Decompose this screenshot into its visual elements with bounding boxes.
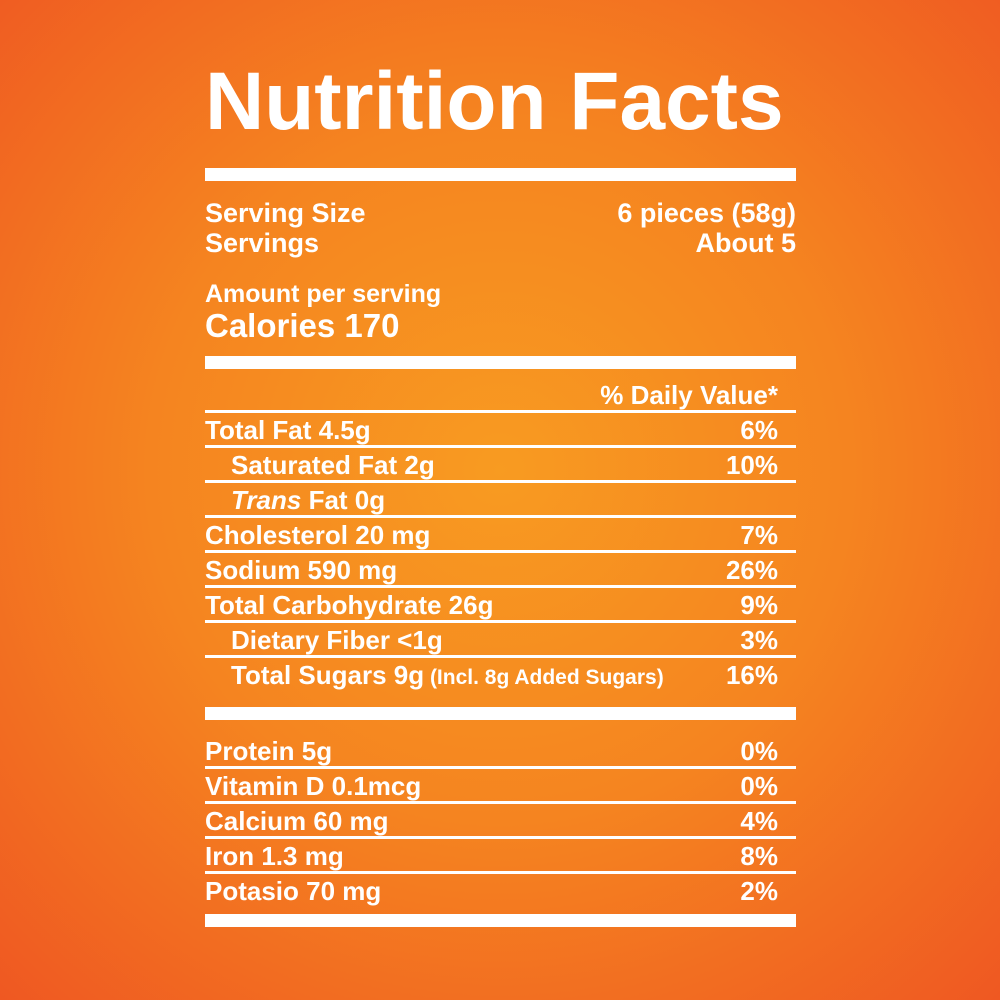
serving-section: Serving Size 6 pieces (58g) Servings About …: [205, 198, 796, 258]
amount-per-serving-label: Amount per serving: [205, 280, 442, 308]
serving-row: Serving Size 6 pieces (58g): [205, 198, 796, 228]
nutrient-row: Total Carbohydrate 26g 9%: [205, 588, 796, 623]
micronutrient-table: Protein 5g 0% Vitamin D 0.1mcg 0% Calcium 60…: [205, 734, 796, 906]
nutrient-daily-value: 7%: [740, 520, 778, 550]
nutrient-row: Vitamin D 0.1mcg 0%: [205, 769, 796, 804]
nutrient-daily-value: 8%: [740, 841, 778, 871]
nutrient-name: Total Fat 4.5g: [205, 415, 371, 445]
thick-divider-top: [205, 168, 796, 181]
nutrient-daily-value: 10%: [725, 450, 778, 480]
nutrient-daily-value: 2%: [740, 876, 778, 906]
nutrient-name: Vitamin D 0.1mcg: [205, 771, 422, 801]
daily-value-header: % Daily Value*: [600, 380, 778, 410]
nutrient-name: Dietary Fiber <1g: [231, 625, 443, 655]
nutrient-name: Protein 5g: [205, 736, 333, 766]
nutrient-name: Iron 1.3 mg: [205, 841, 344, 871]
nutrient-row: Saturated Fat 2g 10%: [205, 448, 796, 483]
nutrient-daily-value: 3%: [740, 625, 778, 655]
thick-divider-calories: [205, 356, 796, 369]
nutrient-name: Calcium 60 mg: [205, 806, 389, 836]
serving-row-label: Serving Size: [205, 198, 366, 228]
nutrient-daily-value: 0%: [740, 736, 778, 766]
nutrient-daily-value: 4%: [740, 806, 778, 836]
nutrient-name: Total Carbohydrate 26g: [205, 590, 494, 620]
nutrient-row: Potasio 70 mg 2%: [205, 874, 796, 906]
nutrient-row: Protein 5g 0%: [205, 734, 796, 769]
nutrient-name: Sodium 590 mg: [205, 555, 398, 585]
serving-row-value: About 5: [695, 228, 797, 258]
nutrient-name: Cholesterol 20 mg: [205, 520, 431, 550]
nutrient-row: Sodium 590 mg 26%: [205, 553, 796, 588]
serving-row: Servings About 5: [205, 228, 796, 258]
nutrient-note: (Incl. 8g Added Sugars): [424, 666, 664, 689]
nutrient-daily-value: 0%: [740, 771, 778, 801]
nutrient-name: Trans Fat 0g: [231, 485, 386, 515]
daily-value-header-row: % Daily Value*: [205, 380, 796, 413]
nutrient-name: Saturated Fat 2g: [231, 450, 435, 480]
thick-divider-middle: [205, 707, 796, 720]
nutrient-daily-value: 26%: [725, 555, 778, 585]
nutrition-facts-label: Nutrition Facts Serving Size 6 pieces (58…: [205, 0, 796, 927]
nutrient-row: Total Fat 4.5g 6%: [205, 413, 796, 448]
serving-row-value: 6 pieces (58g): [617, 198, 796, 228]
calories-value: Calories 170: [205, 307, 400, 344]
nutrient-daily-value: 6%: [740, 415, 778, 445]
nutrient-row: Cholesterol 20 mg 7%: [205, 518, 796, 553]
thick-divider-bottom: [205, 914, 796, 927]
nutrient-row: Calcium 60 mg 4%: [205, 804, 796, 839]
nutrient-daily-value: 9%: [740, 590, 778, 620]
nutrient-table: Total Fat 4.5g 6% Saturated Fat 2g 10% Trans…: [205, 413, 796, 693]
label-title: Nutrition Facts: [205, 56, 784, 147]
nutrient-row: Dietary Fiber <1g 3%: [205, 623, 796, 658]
nutrient-row: Trans Fat 0g: [205, 483, 796, 518]
nutrient-name: Potasio 70 mg: [205, 876, 382, 906]
serving-row-label: Servings: [205, 228, 320, 258]
nutrient-row: Iron 1.3 mg 8%: [205, 839, 796, 874]
nutrient-row: Total Sugars 9g (Incl. 8g Added Sugars) 1…: [205, 658, 796, 693]
nutrient-daily-value: 16%: [725, 660, 778, 690]
nutrient-name: Total Sugars 9g (Incl. 8g Added Sugars): [231, 660, 664, 690]
